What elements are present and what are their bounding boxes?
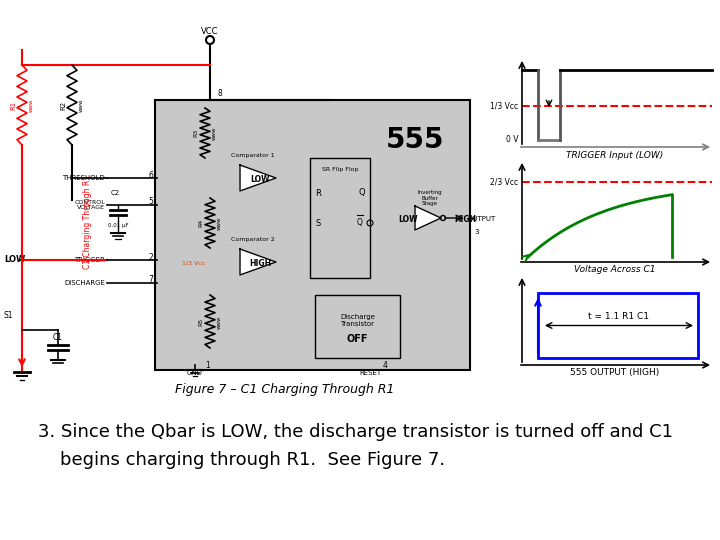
- Text: www: www: [212, 126, 217, 140]
- Text: Q: Q: [359, 188, 365, 198]
- Text: Discharge
Transistor: Discharge Transistor: [340, 314, 375, 327]
- Text: C2: C2: [110, 190, 120, 196]
- Text: TRIGGER Input (LOW): TRIGGER Input (LOW): [567, 151, 664, 159]
- Text: 2/3 Vcc: 2/3 Vcc: [490, 178, 518, 186]
- Text: HIGH: HIGH: [454, 214, 476, 224]
- Text: R3: R3: [194, 129, 199, 137]
- Text: 0 V: 0 V: [505, 136, 518, 145]
- Text: Figure 7 – C1 Charging Through R1: Figure 7 – C1 Charging Through R1: [175, 383, 395, 396]
- Text: THRESHOLD: THRESHOLD: [62, 175, 105, 181]
- Text: www: www: [217, 216, 222, 229]
- Text: 8: 8: [217, 89, 222, 98]
- Text: HIGH: HIGH: [249, 259, 271, 267]
- Text: 6: 6: [148, 171, 153, 179]
- Text: R5: R5: [199, 318, 204, 326]
- Text: 7: 7: [148, 275, 153, 285]
- Text: 1/3 Vcc: 1/3 Vcc: [182, 260, 205, 266]
- Text: LOW: LOW: [398, 214, 418, 224]
- Text: 3: 3: [474, 229, 479, 235]
- Text: 3. Since the Qbar is LOW, the discharge transistor is turned off and C1: 3. Since the Qbar is LOW, the discharge …: [38, 423, 673, 441]
- Text: 555 OUTPUT (HIGH): 555 OUTPUT (HIGH): [570, 368, 660, 377]
- Text: RESET: RESET: [359, 370, 381, 376]
- Text: OUTPUT: OUTPUT: [468, 216, 496, 222]
- Bar: [310, 158, 370, 278]
- Text: LOW: LOW: [4, 255, 26, 265]
- Text: CONTROL
VOLTAGE: CONTROL VOLTAGE: [74, 200, 105, 211]
- Text: Comparator 2: Comparator 2: [231, 238, 275, 242]
- Text: C1: C1: [53, 334, 63, 342]
- Text: S1: S1: [4, 310, 13, 320]
- Text: R4: R4: [199, 219, 204, 227]
- Text: 2: 2: [148, 253, 153, 261]
- Text: OFF: OFF: [347, 334, 368, 343]
- Text: R2: R2: [60, 100, 66, 110]
- Text: Voltage Across C1: Voltage Across C1: [575, 266, 656, 274]
- Text: 555: 555: [386, 126, 444, 154]
- Text: Q: Q: [357, 219, 363, 227]
- Text: 1/3 Vcc: 1/3 Vcc: [490, 102, 518, 111]
- Text: Inverting
Buffer
Stage: Inverting Buffer Stage: [418, 190, 442, 206]
- Text: Comparator 1: Comparator 1: [231, 153, 275, 159]
- Polygon shape: [240, 249, 276, 275]
- Text: R: R: [315, 188, 321, 198]
- Bar: [315, 295, 400, 358]
- Text: VCC: VCC: [202, 28, 219, 37]
- Polygon shape: [415, 206, 441, 230]
- Text: TRIGGER: TRIGGER: [74, 257, 105, 263]
- Text: R1: R1: [10, 100, 16, 110]
- Bar: [538, 293, 698, 358]
- Text: 5: 5: [148, 198, 153, 206]
- Polygon shape: [240, 165, 276, 191]
- Text: 0.01 μF: 0.01 μF: [108, 222, 128, 227]
- Text: www: www: [217, 315, 222, 329]
- Text: GND: GND: [187, 370, 203, 376]
- Text: LOW: LOW: [251, 174, 270, 184]
- Text: C1 Charging Through R1: C1 Charging Through R1: [84, 175, 92, 269]
- Text: t = 1.1 R1 C1: t = 1.1 R1 C1: [588, 312, 649, 321]
- Text: SR Flip Flop: SR Flip Flop: [322, 167, 359, 172]
- Text: 1: 1: [206, 361, 210, 370]
- Text: www: www: [78, 98, 84, 112]
- Text: www: www: [29, 98, 34, 112]
- Text: 4: 4: [382, 361, 387, 370]
- Text: DISCHARGE: DISCHARGE: [64, 280, 105, 286]
- Text: begins charging through R1.  See Figure 7.: begins charging through R1. See Figure 7…: [60, 451, 445, 469]
- Text: S: S: [315, 219, 320, 227]
- Bar: [155, 100, 470, 370]
